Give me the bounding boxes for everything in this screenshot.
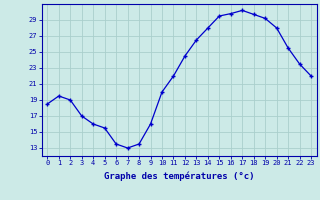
X-axis label: Graphe des températures (°c): Graphe des températures (°c) <box>104 172 254 181</box>
